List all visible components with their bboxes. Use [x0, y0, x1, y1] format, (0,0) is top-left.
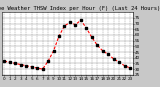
Text: Milwaukee Weather THSW Index per Hour (F) (Last 24 Hours): Milwaukee Weather THSW Index per Hour (F… — [0, 6, 160, 11]
